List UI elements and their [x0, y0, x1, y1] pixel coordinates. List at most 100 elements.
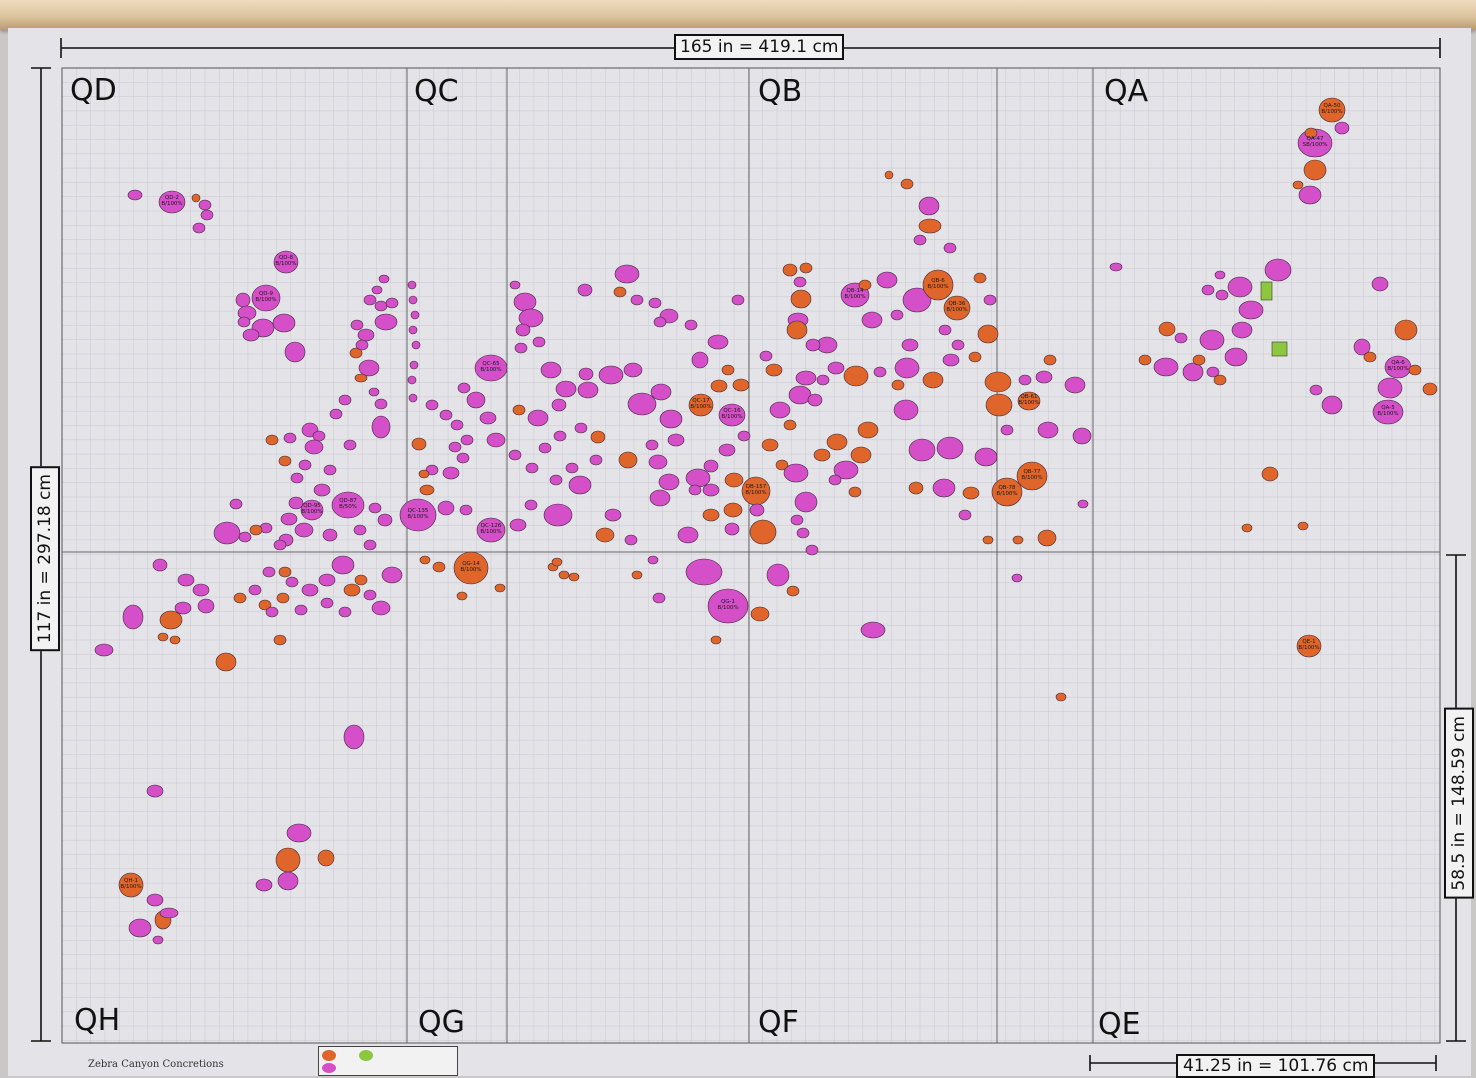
concretion-marker[interactable]	[775, 459, 789, 471]
concretion-marker[interactable]	[1363, 351, 1377, 363]
concretion-marker[interactable]	[278, 566, 292, 578]
concretion-marker[interactable]	[273, 539, 287, 551]
concretion-marker[interactable]	[667, 433, 685, 447]
concretion-marker[interactable]	[197, 598, 215, 614]
concretion-marker[interactable]	[551, 557, 563, 567]
concretion-marker[interactable]	[1064, 376, 1086, 394]
concretion-marker[interactable]	[1035, 370, 1053, 384]
concretion-marker[interactable]	[513, 292, 537, 312]
concretion-marker[interactable]	[343, 439, 357, 451]
concretion-marker[interactable]	[442, 466, 460, 480]
concretion-marker[interactable]	[466, 391, 486, 409]
concretion-marker[interactable]	[1215, 289, 1229, 301]
concretion-marker[interactable]	[833, 460, 859, 480]
concretion-marker[interactable]	[765, 363, 783, 377]
concretion-marker[interactable]	[456, 591, 468, 601]
concretion-marker[interactable]	[338, 394, 352, 406]
concretion-marker[interactable]	[805, 338, 821, 352]
concretion-marker[interactable]	[301, 583, 319, 597]
concretion-marker[interactable]	[590, 430, 606, 444]
concretion-marker[interactable]	[648, 297, 662, 309]
concretion-marker[interactable]	[795, 370, 817, 386]
concretion-marker[interactable]	[793, 276, 807, 288]
concretion-marker[interactable]	[411, 437, 427, 451]
concretion-marker[interactable]	[962, 486, 980, 500]
concretion-marker[interactable]	[553, 430, 567, 442]
concretion-marker[interactable]	[902, 287, 932, 313]
concretion-marker[interactable]	[157, 632, 169, 642]
concretion-marker[interactable]	[703, 459, 719, 473]
concretion-marker[interactable]	[1037, 421, 1059, 439]
concretion-marker[interactable]	[627, 392, 657, 416]
concretion-marker[interactable]	[338, 606, 352, 618]
concretion-marker[interactable]	[1238, 300, 1264, 320]
concretion-marker[interactable]	[790, 289, 812, 309]
concretion-marker[interactable]	[721, 364, 735, 376]
concretion-marker[interactable]	[524, 499, 538, 511]
concretion-marker[interactable]	[558, 570, 570, 580]
concretion-marker[interactable]	[796, 527, 810, 539]
concretion-marker[interactable]	[450, 419, 464, 431]
concretion-marker[interactable]	[235, 292, 251, 308]
concretion-marker[interactable]	[1037, 529, 1057, 547]
concretion-marker[interactable]	[876, 271, 898, 289]
concretion-marker[interactable]	[707, 334, 729, 350]
concretion-marker[interactable]	[343, 724, 365, 750]
concretion-marker[interactable]	[318, 573, 336, 587]
concretion-marker[interactable]	[122, 604, 144, 630]
concretion-marker[interactable]	[938, 324, 952, 336]
concretion-marker[interactable]	[613, 286, 627, 298]
concretion-marker[interactable]	[272, 313, 296, 333]
concretion-marker[interactable]	[509, 280, 521, 290]
concretion-marker[interactable]	[624, 534, 638, 546]
concretion-marker[interactable]	[922, 371, 944, 389]
concretion-marker[interactable]	[385, 297, 399, 309]
concretion-marker[interactable]	[884, 170, 894, 180]
concretion-marker[interactable]	[614, 264, 640, 284]
concretion-marker[interactable]	[377, 513, 393, 527]
concretion-marker[interactable]	[648, 454, 668, 470]
concretion-marker[interactable]	[577, 283, 593, 297]
concretion-marker[interactable]	[294, 522, 314, 538]
concretion-marker[interactable]	[766, 563, 790, 587]
concretion-marker[interactable]	[718, 403, 746, 427]
concretion-marker[interactable]	[723, 502, 743, 518]
concretion-marker[interactable]	[378, 274, 390, 284]
concretion-marker[interactable]	[213, 521, 241, 545]
concretion-marker[interactable]	[515, 323, 531, 337]
concretion-marker[interactable]	[985, 393, 1013, 417]
concretion-marker[interactable]	[408, 393, 418, 403]
concretion-marker[interactable]	[265, 606, 279, 618]
concretion-marker[interactable]	[1264, 258, 1292, 282]
concretion-marker[interactable]	[932, 478, 956, 498]
concretion-marker[interactable]	[192, 583, 210, 597]
concretion-marker[interactable]	[329, 408, 343, 420]
concretion-marker[interactable]	[1201, 284, 1215, 296]
concretion-marker[interactable]	[494, 583, 506, 593]
concretion-marker[interactable]	[1309, 384, 1323, 396]
concretion-marker[interactable]	[860, 621, 886, 639]
concretion-marker[interactable]	[691, 351, 709, 369]
concretion-marker[interactable]	[653, 316, 667, 328]
concretion-marker[interactable]	[518, 308, 544, 328]
concretion-marker[interactable]	[645, 439, 659, 451]
concretion-marker[interactable]	[242, 328, 260, 342]
concretion-marker[interactable]	[312, 430, 326, 442]
concretion-marker[interactable]	[152, 935, 164, 945]
concretion-marker[interactable]	[724, 522, 740, 536]
concretion-marker[interactable]	[525, 462, 539, 474]
concretion-marker[interactable]	[658, 473, 680, 491]
concretion-marker[interactable]	[857, 421, 879, 439]
concretion-marker[interactable]	[827, 361, 845, 375]
concretion-marker[interactable]	[363, 539, 377, 551]
concretion-marker[interactable]	[861, 311, 883, 329]
concretion-marker[interactable]	[290, 472, 304, 484]
concretion-marker[interactable]	[732, 378, 750, 392]
concretion-marker[interactable]	[532, 336, 546, 348]
concretion-marker[interactable]	[419, 555, 431, 565]
concretion-marker[interactable]	[1296, 634, 1322, 658]
concretion-marker[interactable]	[407, 375, 417, 385]
concretion-marker[interactable]	[1372, 399, 1404, 425]
concretion-marker[interactable]	[320, 597, 334, 609]
concretion-marker[interactable]	[1377, 377, 1403, 399]
